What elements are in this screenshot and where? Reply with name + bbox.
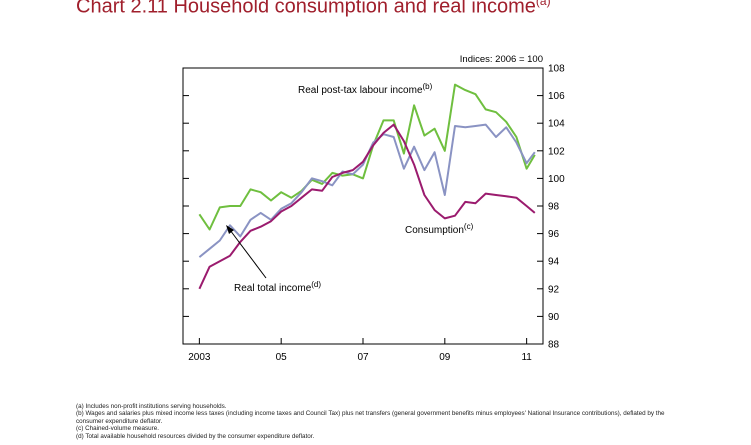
y-tick-label-108: 108 <box>548 64 565 75</box>
y-tick-label-100: 100 <box>548 174 565 185</box>
svg-text:Real post-tax labour income(b): Real post-tax labour income(b) <box>298 82 433 96</box>
chart-title-text: Chart 2.11 Household consumption and rea… <box>76 0 536 18</box>
y-tick-label-88: 88 <box>548 340 560 351</box>
footnote-a: (a) Includes non-profit institutions ser… <box>76 403 227 410</box>
series-label-total-text: Real total income <box>234 283 312 294</box>
svg-text:Real total income(d): Real total income(d) <box>234 280 321 294</box>
x-tick-label-11: 11 <box>521 352 532 363</box>
y-tick-label-106: 106 <box>548 91 565 102</box>
y-tick-label-90: 90 <box>548 312 560 323</box>
x-tick-label-2003: 2003 <box>188 352 211 363</box>
x-axis: 2003 05 07 09 11 <box>188 338 532 363</box>
y-tick-label-96: 96 <box>548 229 560 240</box>
series-layer <box>198 83 536 290</box>
line-chart: Indices: 2006 = 100 88 90 92 94 96 98 100 102 10… <box>182 54 565 363</box>
series-label-consumption-text: Consumption <box>405 225 464 236</box>
x-tick-label-07: 07 <box>357 352 369 363</box>
footnote-c: (c) Chained-volume measure. <box>76 425 159 433</box>
y-tick-label-94: 94 <box>548 257 560 268</box>
total-income-pointer-arrow <box>226 225 267 279</box>
series-line-real-post-tax-labour-income <box>198 83 536 231</box>
y-tick-label-98: 98 <box>548 202 560 213</box>
y-tick-label-102: 102 <box>548 146 565 157</box>
svg-text:Consumption(c): Consumption(c) <box>405 222 474 236</box>
units-label: Indices: 2006 = 100 <box>460 54 543 65</box>
right-axis: 88 90 92 94 96 98 100 102 104 106 108 <box>537 64 565 351</box>
left-axis-ticks <box>183 67 189 345</box>
series-label-total-note: (d) <box>311 280 321 289</box>
x-tick-label-05: 05 <box>276 352 288 363</box>
footnotes: (a) Includes non-profit institutions ser… <box>76 403 676 440</box>
chart-title: Chart 2.11 Household consumption and rea… <box>76 0 551 19</box>
series-label-labour: Real post-tax labour income(b) <box>298 82 433 96</box>
chart-title-footnote-marker: (a) <box>535 0 551 8</box>
y-tick-label-104: 104 <box>548 119 565 130</box>
footnote-b: (b) Wages and salaries plus mixed income… <box>76 410 665 425</box>
series-label-labour-text: Real post-tax labour income <box>298 85 423 96</box>
series-label-consumption: Consumption(c) <box>405 222 474 236</box>
series-label-consumption-note: (c) <box>464 222 474 231</box>
series-label-labour-note: (b) <box>423 82 433 91</box>
y-tick-label-92: 92 <box>548 284 560 295</box>
x-tick-label-09: 09 <box>439 352 451 363</box>
series-line-consumption <box>198 123 536 290</box>
footnote-d: (d) Total available household resources … <box>76 432 315 440</box>
series-label-total: Real total income(d) <box>234 280 321 294</box>
